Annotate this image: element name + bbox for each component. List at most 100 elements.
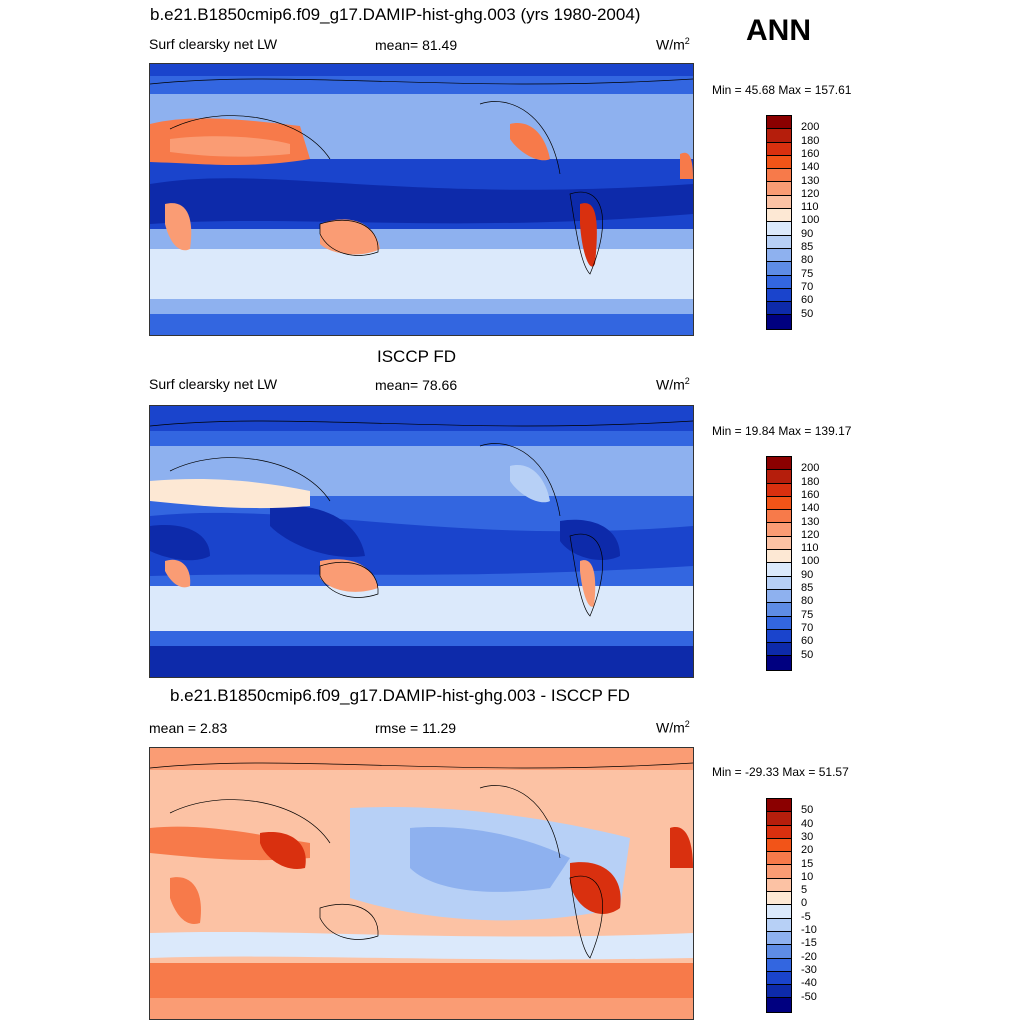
colorbar-tick-label: 120 <box>801 528 820 541</box>
colorbar-tick-label: 15 <box>801 857 814 870</box>
colorbar-swatch <box>767 812 791 826</box>
panel1-mean-label: mean= 81.49 <box>375 37 458 53</box>
colorbar-tick-label: 180 <box>801 475 820 488</box>
colorbar-swatch <box>767 116 791 130</box>
colorbar-tick-label: 50 <box>801 804 814 817</box>
panel1-variable-label: Surf clearsky net LW <box>149 36 278 52</box>
colorbar-swatch <box>767 971 791 986</box>
colorbar-swatch <box>767 985 791 999</box>
colorbar-swatch <box>767 457 791 471</box>
colorbar-swatch <box>767 222 791 236</box>
colorbar-swatch <box>767 998 791 1012</box>
colorbar-tick-label: 160 <box>801 488 820 501</box>
colorbar-tick-label: 5 <box>801 884 808 897</box>
season-label: ANN <box>746 14 811 47</box>
colorbar-swatch <box>767 931 791 946</box>
colorbar-swatch <box>767 878 791 893</box>
colorbar-tick-label: 200 <box>801 121 820 134</box>
panel3-map <box>149 747 694 1020</box>
panel1-units: W/m2 <box>656 36 690 53</box>
colorbar-tick-label: 85 <box>801 582 814 594</box>
colorbar-swatch <box>767 799 791 813</box>
colorbar-swatch <box>767 169 791 183</box>
colorbar-tick-label: 50 <box>801 307 814 320</box>
panel3-units: W/m2 <box>656 719 690 736</box>
panel2-units: W/m2 <box>656 376 690 393</box>
colorbar-swatch <box>767 918 791 932</box>
panel2-title: ISCCP FD <box>377 347 457 366</box>
colorbar-tick-label: 140 <box>801 502 820 515</box>
panel3-colorbar <box>766 798 792 1013</box>
colorbar-swatch <box>767 838 791 853</box>
colorbar-tick-label: 85 <box>801 241 814 253</box>
colorbar-swatch <box>767 209 791 223</box>
colorbar-swatch <box>767 523 791 537</box>
panel3-mean-label: mean = 2.83 <box>149 720 228 736</box>
panel1-minmax: Min = 45.68 Max = 157.61 <box>712 83 852 97</box>
colorbar-swatch <box>767 262 791 276</box>
colorbar-swatch <box>767 496 791 511</box>
panel3-minmax: Min = -29.33 Max = 51.57 <box>712 765 849 779</box>
colorbar-tick-label: 110 <box>801 201 819 214</box>
colorbar-tick-label: 75 <box>801 608 814 621</box>
panel3-rmse-label: rmse = 11.29 <box>375 720 457 736</box>
colorbar-tick-label: 80 <box>801 595 814 608</box>
colorbar-tick-label: 50 <box>801 648 814 661</box>
colorbar-swatch <box>767 129 791 143</box>
colorbar-swatch <box>767 536 791 551</box>
colorbar-swatch <box>767 865 791 879</box>
colorbar-tick-label: -20 <box>801 950 817 963</box>
panel1-title: b.e21.B1850cmip6.f09_g17.DAMIP-hist-ghg.… <box>150 5 641 24</box>
colorbar-swatch <box>767 616 791 630</box>
panel1-map <box>149 63 694 336</box>
colorbar-tick-label: 90 <box>801 227 814 240</box>
colorbar-tick-label: 160 <box>801 147 820 160</box>
colorbar-swatch <box>767 155 791 170</box>
panel3-title: b.e21.B1850cmip6.f09_g17.DAMIP-hist-ghg.… <box>170 686 630 705</box>
colorbar-swatch <box>767 142 791 156</box>
colorbar-tick-label: 75 <box>801 267 814 280</box>
colorbar-tick-label: -15 <box>801 937 817 950</box>
colorbar-swatch <box>767 589 791 604</box>
colorbar-tick-label: 20 <box>801 844 814 857</box>
panel2-minmax: Min = 19.84 Max = 139.17 <box>712 424 852 438</box>
colorbar-swatch <box>767 892 791 906</box>
colorbar-tick-label: 130 <box>801 515 820 528</box>
colorbar-swatch <box>767 852 791 866</box>
colorbar-swatch <box>767 195 791 210</box>
colorbar-tick-label: 70 <box>801 280 814 293</box>
panel2-map <box>149 405 694 678</box>
colorbar-swatch <box>767 563 791 577</box>
colorbar-swatch <box>767 958 791 972</box>
colorbar-swatch <box>767 510 791 524</box>
colorbar-swatch <box>767 302 791 316</box>
colorbar-swatch <box>767 629 791 644</box>
colorbar-tick-label: -50 <box>801 990 817 1003</box>
panel1-colorbar <box>766 115 792 330</box>
colorbar-tick-label: -40 <box>801 977 817 990</box>
colorbar-tick-label: 90 <box>801 568 814 581</box>
panel2-colorbar <box>766 456 792 671</box>
colorbar-tick-label: 60 <box>801 635 814 648</box>
colorbar-swatch <box>767 275 791 289</box>
colorbar-tick-label: 30 <box>801 830 814 843</box>
colorbar-tick-label: 100 <box>801 555 820 568</box>
colorbar-swatch <box>767 603 791 617</box>
colorbar-tick-label: 110 <box>801 542 819 555</box>
colorbar-tick-label: 0 <box>801 897 808 910</box>
colorbar-tick-label: -10 <box>801 924 817 936</box>
colorbar-tick-label: 200 <box>801 462 820 475</box>
colorbar-tick-label: 180 <box>801 134 820 147</box>
colorbar-tick-label: 70 <box>801 621 814 634</box>
colorbar-swatch <box>767 288 791 303</box>
colorbar-tick-label: 130 <box>801 174 820 187</box>
panel2-mean-label: mean= 78.66 <box>375 377 458 393</box>
colorbar-swatch <box>767 483 791 497</box>
colorbar-tick-label: -5 <box>801 910 811 923</box>
colorbar-swatch <box>767 248 791 263</box>
colorbar-swatch <box>767 945 791 959</box>
colorbar-swatch <box>767 235 791 249</box>
colorbar-tick-label: 140 <box>801 161 820 174</box>
colorbar-swatch <box>767 470 791 484</box>
colorbar-tick-label: 10 <box>801 870 814 883</box>
